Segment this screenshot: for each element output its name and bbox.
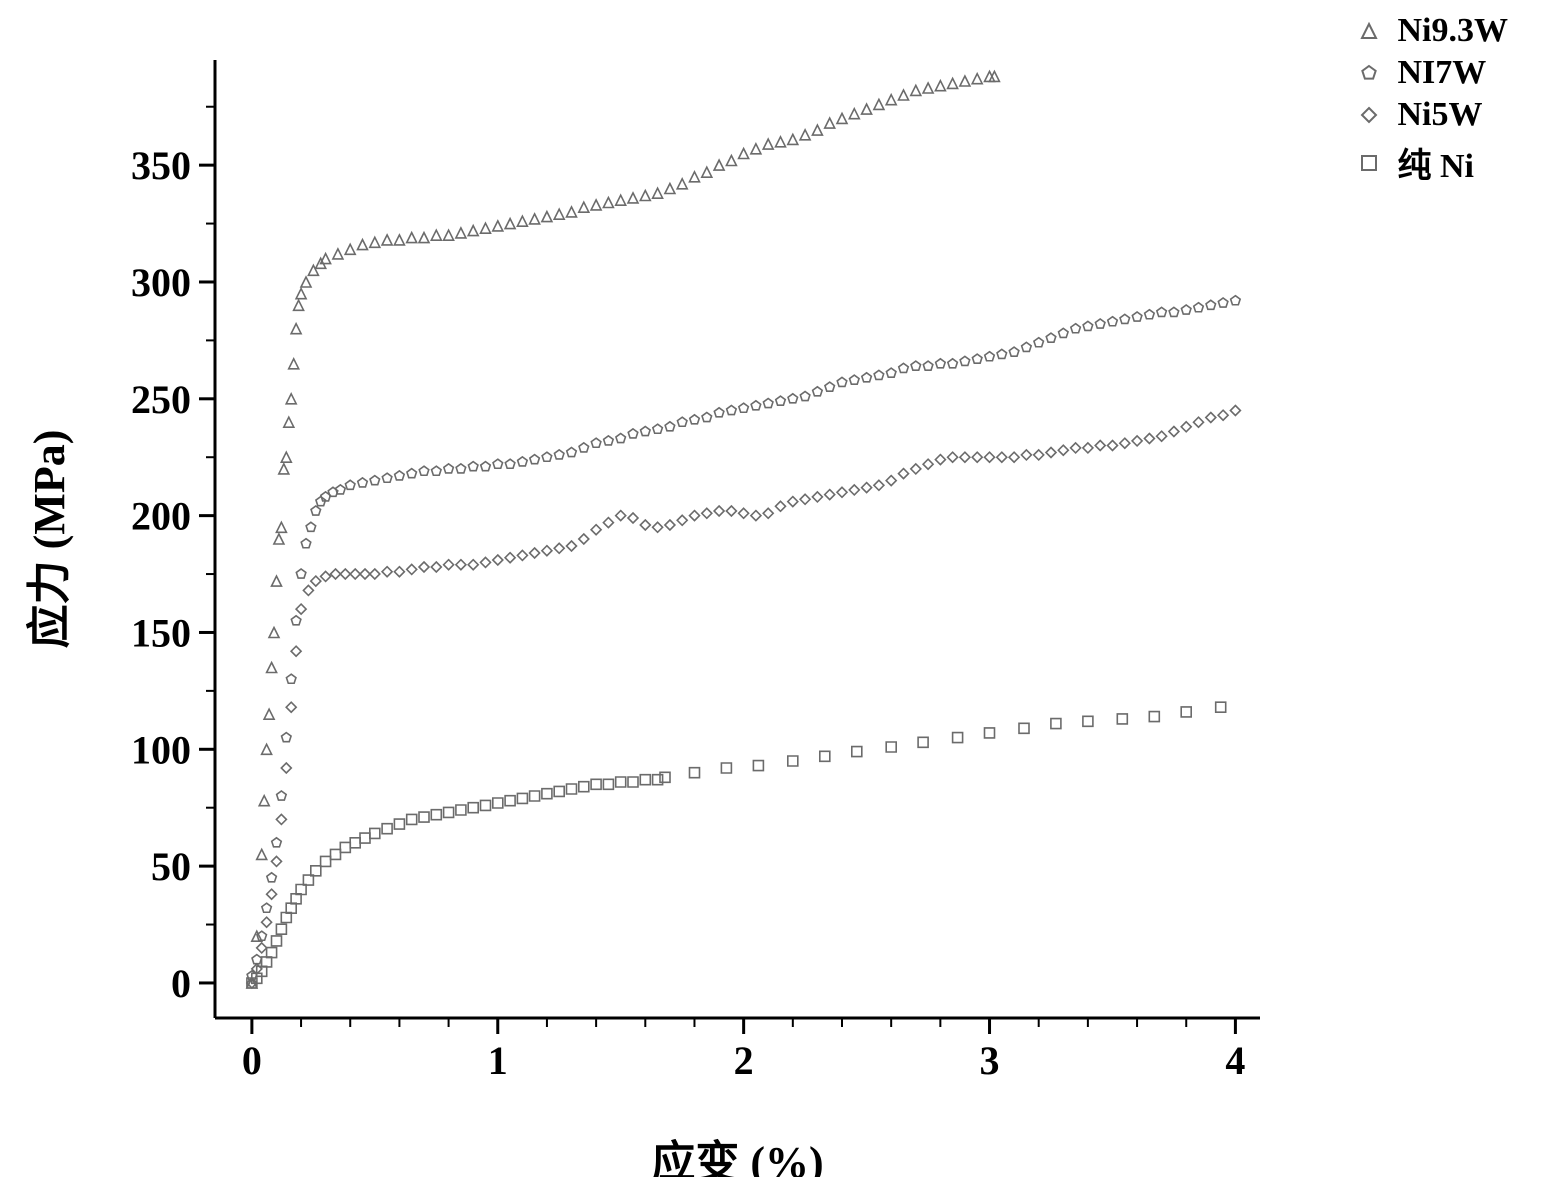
svg-text:50: 50: [151, 844, 191, 889]
svg-text:0: 0: [242, 1038, 262, 1083]
legend: Ni9.3W NI7W Ni5W 纯 Ni: [1358, 8, 1509, 191]
legend-item: Ni9.3W: [1358, 12, 1509, 50]
triangle-icon: [1358, 20, 1380, 42]
legend-label: NI7W: [1398, 54, 1487, 92]
legend-item: NI7W: [1358, 54, 1509, 92]
series-Ni5W: [247, 406, 1241, 989]
svg-text:0: 0: [171, 961, 191, 1006]
svg-text:4: 4: [1225, 1038, 1245, 1083]
svg-text:100: 100: [131, 727, 191, 772]
svg-text:150: 150: [131, 610, 191, 655]
legend-label: Ni9.3W: [1398, 12, 1509, 50]
series-纯 Ni: [247, 702, 1226, 988]
svg-text:2: 2: [734, 1038, 754, 1083]
svg-text:3: 3: [980, 1038, 1000, 1083]
legend-item: 纯 Ni: [1358, 138, 1509, 187]
series-NI7W: [247, 296, 1240, 980]
svg-text:1: 1: [488, 1038, 508, 1083]
svg-text:250: 250: [131, 377, 191, 422]
legend-item: Ni5W: [1358, 96, 1509, 134]
pentagon-icon: [1358, 62, 1380, 84]
diamond-icon: [1358, 104, 1380, 126]
x-axis-label: 应变 (%): [651, 1126, 823, 1177]
square-icon: [1358, 152, 1380, 174]
svg-text:350: 350: [131, 143, 191, 188]
svg-text:300: 300: [131, 260, 191, 305]
legend-label: 纯 Ni: [1398, 138, 1475, 187]
y-axis-label: 应力 (MPa): [13, 430, 77, 649]
legend-label: Ni5W: [1398, 96, 1483, 134]
svg-text:200: 200: [131, 494, 191, 539]
series-Ni9.3W: [247, 71, 1000, 988]
plot-svg: 0 1 2 3 4 0 50 100 150 200 250 300 350: [0, 0, 1548, 1177]
stress-strain-chart: 0 1 2 3 4 0 50 100 150 200 250 300 350 应力 (MPa) 应变 (…: [0, 0, 1548, 1177]
